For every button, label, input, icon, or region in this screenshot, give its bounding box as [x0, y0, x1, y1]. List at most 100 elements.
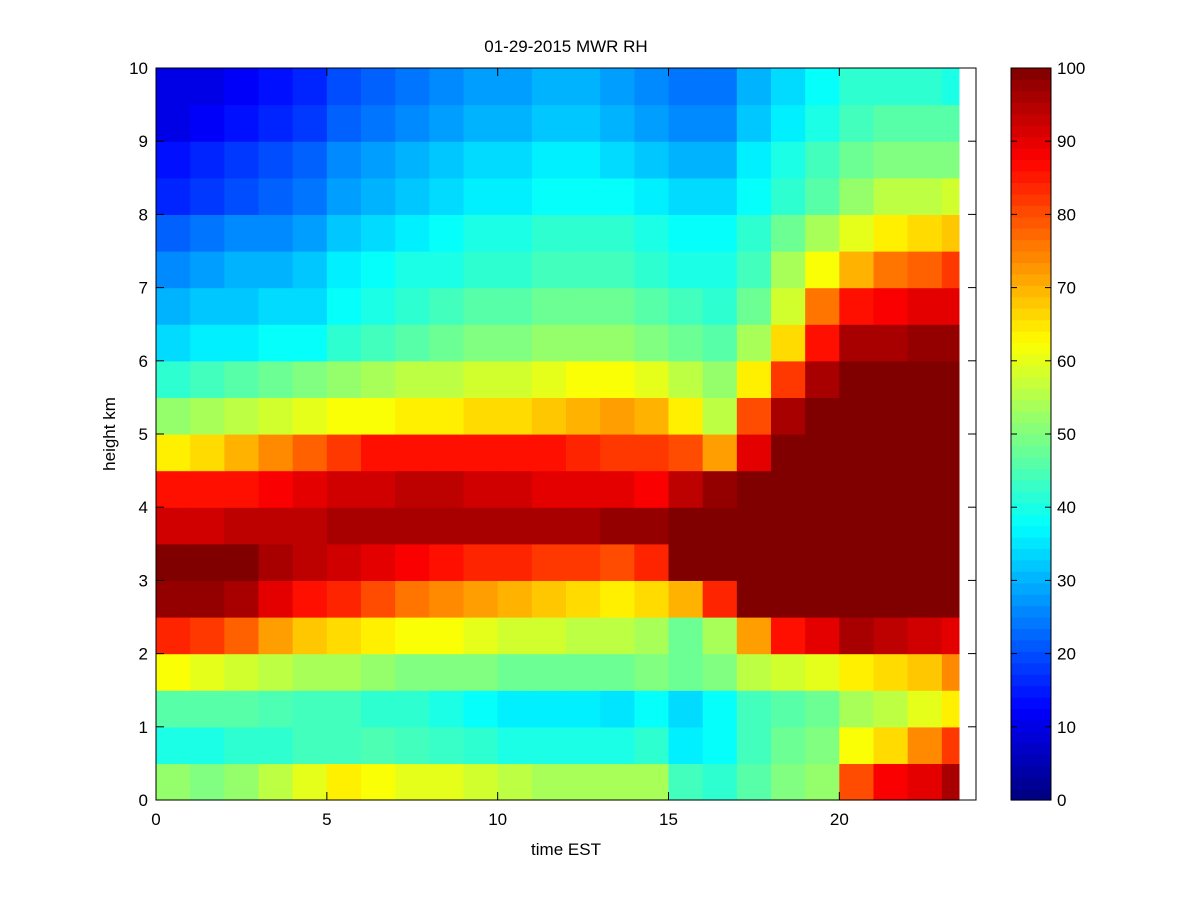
heatmap-cell	[907, 251, 943, 289]
heatmap-cell	[907, 324, 943, 362]
heatmap-cell	[805, 470, 840, 508]
colorbar-segment	[1011, 525, 1051, 538]
heatmap-cell	[395, 324, 430, 362]
heatmap-cell	[566, 214, 601, 252]
heatmap-cell	[873, 360, 909, 398]
heatmap-cell	[839, 763, 875, 801]
heatmap-cell	[805, 214, 840, 252]
heatmap-cell	[873, 507, 909, 545]
heatmap-cell	[497, 68, 533, 106]
heatmap-cell	[361, 470, 396, 508]
heatmap-cell	[190, 287, 225, 325]
heatmap-cell	[326, 543, 362, 581]
heatmap-cell	[361, 214, 396, 252]
heatmap-cell	[736, 507, 772, 545]
heatmap-cell	[292, 141, 328, 179]
heatmap-cell	[702, 397, 738, 435]
heatmap-cell	[634, 141, 670, 179]
heatmap-cell	[258, 580, 294, 618]
heatmap-cell	[395, 214, 430, 252]
heatmap-cell	[292, 726, 328, 764]
x-axis-label: time EST	[531, 840, 601, 859]
heatmap-cell	[634, 68, 670, 106]
heatmap-cell	[941, 470, 960, 508]
heatmap-cell	[395, 104, 430, 142]
heatmap-cell	[941, 141, 960, 179]
heatmap-cell	[702, 690, 738, 728]
heatmap-cell	[463, 141, 499, 179]
heatmap-cell	[429, 141, 465, 179]
heatmap-cell	[326, 763, 362, 801]
heatmap-cell	[941, 543, 960, 581]
heatmap-cell	[668, 141, 704, 179]
heatmap-cell	[634, 653, 670, 691]
heatmap-cell	[292, 434, 328, 472]
colorbar-segment	[1011, 136, 1051, 149]
heatmap-cell	[873, 214, 909, 252]
heatmap-cell	[805, 726, 840, 764]
colorbar-segment	[1011, 388, 1051, 401]
heatmap-cell	[634, 690, 670, 728]
heatmap-cell	[600, 251, 635, 289]
colorbar-segment	[1011, 422, 1051, 435]
heatmap-cell	[463, 543, 499, 581]
heatmap-cell	[907, 141, 943, 179]
heatmap-cell	[429, 68, 465, 106]
heatmap-cell	[600, 287, 635, 325]
heatmap-cell	[361, 287, 396, 325]
heatmap-cell	[531, 360, 567, 398]
heatmap-cell	[668, 507, 704, 545]
heatmap-cell	[668, 580, 704, 618]
heatmap-cell	[258, 104, 294, 142]
colorbar-segment	[1011, 662, 1051, 675]
heatmap-cell	[941, 653, 960, 691]
colorbar-segment	[1011, 685, 1051, 698]
x-tick-label: 15	[659, 810, 678, 829]
heatmap-cell	[873, 141, 909, 179]
heatmap-cell	[361, 104, 396, 142]
heatmap-cell	[326, 617, 362, 655]
colorbar-segment	[1011, 708, 1051, 721]
heatmap-cell	[736, 543, 772, 581]
heatmap-cell	[531, 214, 567, 252]
heatmap-cell	[873, 470, 909, 508]
heatmap-cell	[668, 360, 704, 398]
colorbar-segment	[1011, 639, 1051, 652]
heatmap-cell	[941, 434, 960, 472]
heatmap-cell	[907, 653, 943, 691]
heatmap-cell	[531, 287, 567, 325]
heatmap-cell	[839, 507, 875, 545]
heatmap-cell	[292, 104, 328, 142]
heatmap-cell	[531, 507, 567, 545]
heatmap-cell	[531, 617, 567, 655]
heatmap-cell	[736, 690, 772, 728]
heatmap-cell	[463, 434, 499, 472]
colorbar-segment	[1011, 514, 1051, 527]
colorbar-segment	[1011, 159, 1051, 172]
heatmap-cell	[531, 177, 567, 215]
heatmap-cell	[839, 141, 875, 179]
heatmap-cell	[805, 580, 840, 618]
heatmap-cell	[531, 324, 567, 362]
heatmap-cell	[292, 543, 328, 581]
heatmap-cell	[771, 397, 806, 435]
heatmap-cell	[224, 177, 260, 215]
heatmap-cell	[395, 507, 430, 545]
heatmap-cell	[497, 617, 533, 655]
heatmap-cell	[839, 617, 875, 655]
heatmap-cell	[839, 434, 875, 472]
heatmap-cell	[224, 360, 260, 398]
colorbar-segment	[1011, 468, 1051, 481]
heatmap-cell	[326, 690, 362, 728]
heatmap-cell	[941, 324, 960, 362]
colorbar-segment	[1011, 308, 1051, 321]
colorbar-segment	[1011, 90, 1051, 103]
heatmap-cell	[361, 763, 396, 801]
heatmap-cell	[326, 177, 362, 215]
heatmap-cell	[326, 397, 362, 435]
heatmap-cell	[292, 470, 328, 508]
heatmap-cell	[497, 104, 533, 142]
colorbar-segment	[1011, 434, 1051, 447]
colorbar-segment	[1011, 79, 1051, 92]
heatmap-cell	[224, 653, 260, 691]
